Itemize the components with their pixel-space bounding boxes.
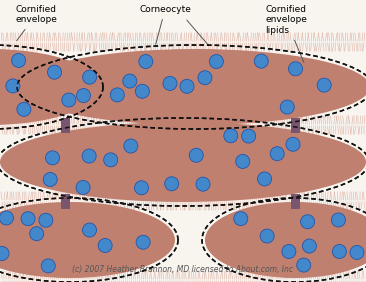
Circle shape: [300, 215, 315, 229]
Ellipse shape: [0, 202, 175, 278]
Circle shape: [21, 212, 35, 226]
Ellipse shape: [0, 49, 100, 125]
FancyBboxPatch shape: [60, 118, 70, 133]
Circle shape: [258, 172, 272, 186]
Bar: [0, 267, 366, 282]
Circle shape: [0, 246, 9, 261]
Circle shape: [139, 54, 153, 69]
Ellipse shape: [20, 49, 366, 125]
Circle shape: [286, 137, 300, 151]
Circle shape: [62, 93, 76, 107]
Circle shape: [332, 213, 346, 227]
Circle shape: [110, 88, 124, 102]
Circle shape: [224, 129, 238, 143]
FancyBboxPatch shape: [60, 193, 70, 208]
Circle shape: [282, 244, 296, 259]
Circle shape: [302, 239, 316, 253]
Circle shape: [82, 223, 97, 237]
Circle shape: [41, 259, 55, 273]
Circle shape: [17, 102, 31, 116]
Ellipse shape: [205, 202, 366, 278]
Circle shape: [196, 177, 210, 191]
Circle shape: [48, 65, 61, 79]
Circle shape: [46, 151, 60, 165]
Circle shape: [280, 100, 294, 114]
Circle shape: [165, 177, 179, 191]
Circle shape: [198, 71, 212, 85]
Bar: [0, 112, 366, 138]
Circle shape: [82, 149, 96, 163]
Circle shape: [180, 79, 194, 93]
Circle shape: [242, 129, 255, 143]
FancyBboxPatch shape: [291, 118, 299, 133]
Circle shape: [234, 212, 248, 226]
Circle shape: [76, 180, 90, 195]
FancyBboxPatch shape: [291, 193, 299, 208]
Circle shape: [104, 153, 118, 167]
Circle shape: [189, 148, 203, 162]
Circle shape: [288, 62, 303, 76]
Text: Cornified
envelope
lipids: Cornified envelope lipids: [265, 5, 307, 62]
Circle shape: [297, 258, 311, 272]
Circle shape: [83, 70, 97, 84]
Circle shape: [0, 211, 14, 225]
Circle shape: [43, 173, 57, 186]
Circle shape: [135, 181, 149, 195]
Circle shape: [270, 147, 284, 161]
Circle shape: [76, 89, 90, 103]
Circle shape: [12, 53, 26, 67]
Circle shape: [236, 155, 250, 168]
Circle shape: [209, 54, 223, 69]
Circle shape: [123, 74, 137, 88]
Text: Corneocyte: Corneocyte: [139, 5, 191, 44]
Ellipse shape: [0, 122, 366, 202]
Bar: [0, 188, 366, 214]
Circle shape: [350, 245, 364, 259]
Circle shape: [135, 84, 149, 98]
Circle shape: [317, 78, 331, 92]
Circle shape: [163, 76, 177, 91]
Circle shape: [98, 239, 112, 252]
Circle shape: [332, 244, 346, 259]
Circle shape: [136, 235, 150, 249]
Bar: [0, 29, 366, 55]
Circle shape: [6, 79, 20, 93]
Circle shape: [39, 213, 53, 227]
Text: Cornified
envelope: Cornified envelope: [15, 5, 57, 41]
Circle shape: [30, 227, 44, 241]
Circle shape: [260, 229, 274, 243]
Circle shape: [124, 139, 138, 153]
Text: (c) 2007 Heather Brannon, MD licensed to About.com, Inc: (c) 2007 Heather Brannon, MD licensed to…: [72, 265, 294, 274]
Circle shape: [254, 54, 268, 68]
